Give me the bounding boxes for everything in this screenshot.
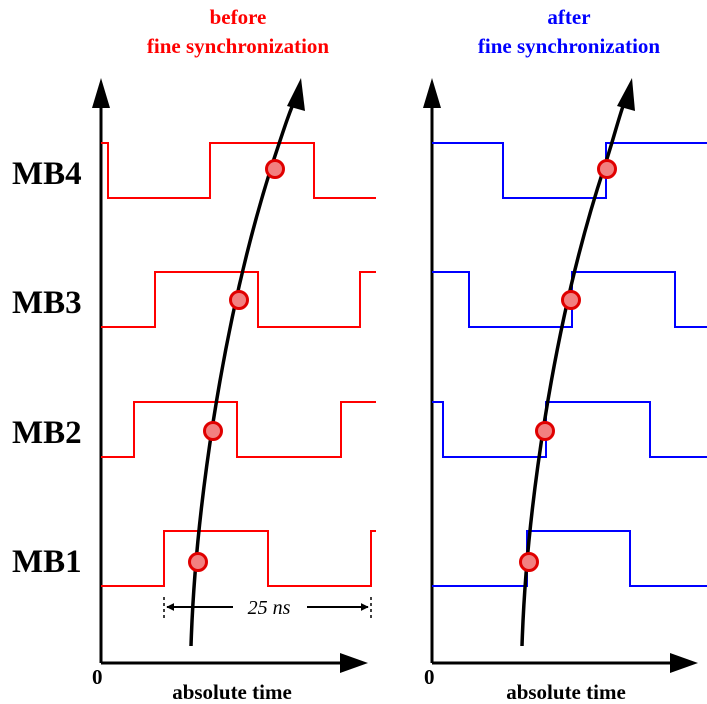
left-curve-arrowhead [287,78,305,111]
left-title-line1: before [210,5,267,29]
right-waveforms [432,142,707,587]
right-markers [519,159,617,572]
left-waveform-mb1 [101,530,376,587]
left-waveform-mb3 [101,271,376,328]
left-waveform-mb4 [101,142,376,199]
left-markers [188,159,285,572]
left-y-arrowhead [92,78,110,108]
right-origin-label: 0 [424,665,435,689]
right-axes [423,78,698,673]
right-y-arrowhead [423,78,441,108]
left-x-label: absolute time [172,680,292,704]
right-title-line1: after [547,5,590,29]
right-waveform-mb4 [432,142,707,199]
row-label-mb3: MB3 [12,285,82,321]
left-marker-mb2 [203,421,223,441]
right-waveform-mb2 [432,401,707,458]
left-waveform-mb2 [101,401,376,458]
period-measure: 25 ns [163,597,372,619]
left-title-line2: fine synchronization [147,34,330,58]
left-marker-mb1 [188,552,208,572]
left-x-arrowhead [340,653,368,673]
right-title-line2: fine synchronization [478,34,661,58]
right-x-arrowhead [670,653,698,673]
row-label-mb4: MB4 [12,156,82,192]
left-marker-mb4 [265,159,285,179]
row-label-mb2: MB2 [12,415,82,451]
right-marker-mb4 [597,159,617,179]
row-label-mb1: MB1 [12,544,82,580]
left-axes [92,78,368,673]
right-marker-mb2 [535,421,555,441]
period-label: 25 ns [248,597,291,619]
left-waveforms [101,142,376,587]
left-marker-mb3 [229,290,249,310]
right-marker-mb1 [519,552,539,572]
right-x-label: absolute time [506,680,626,704]
left-origin-label: 0 [92,665,103,689]
right-marker-mb3 [561,290,581,310]
right-waveform-mb1 [432,530,707,587]
right-curve-arrowhead [617,78,635,111]
